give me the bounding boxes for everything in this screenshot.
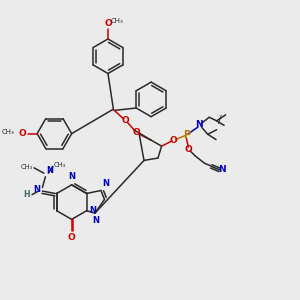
Text: O: O xyxy=(18,129,26,138)
Text: CH₃: CH₃ xyxy=(21,164,33,170)
Text: N: N xyxy=(102,179,109,188)
Text: N: N xyxy=(46,166,53,175)
Text: CH₃: CH₃ xyxy=(110,18,123,24)
Text: O: O xyxy=(169,136,177,145)
Text: O: O xyxy=(132,128,140,137)
Text: CH₃: CH₃ xyxy=(54,163,66,169)
Text: H: H xyxy=(23,190,30,199)
Text: N: N xyxy=(218,165,226,174)
Text: N: N xyxy=(196,121,203,130)
Text: O: O xyxy=(68,233,76,242)
Text: /: / xyxy=(218,115,222,125)
Text: N: N xyxy=(33,185,40,194)
Text: O: O xyxy=(122,116,130,125)
Text: O: O xyxy=(184,145,192,154)
Text: N: N xyxy=(92,216,99,225)
Text: N: N xyxy=(68,172,75,181)
Text: O: O xyxy=(104,19,112,28)
Text: P: P xyxy=(183,130,190,140)
Text: N: N xyxy=(90,206,97,215)
Text: CH₃: CH₃ xyxy=(2,129,15,135)
